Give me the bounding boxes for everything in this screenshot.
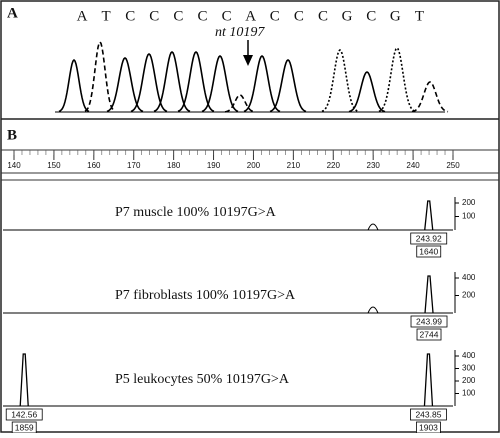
- chromatogram-peak: [84, 40, 116, 112]
- y-tick-label: 300: [462, 364, 476, 373]
- ruler-label: 170: [127, 161, 141, 170]
- y-tick-label: 400: [462, 351, 476, 360]
- peak-area: 2744: [420, 329, 439, 339]
- minor-peak: [367, 223, 379, 231]
- y-tick-label: 200: [462, 198, 476, 207]
- chromatogram-peak: [411, 81, 449, 113]
- ruler-label: 250: [446, 161, 460, 170]
- chromatogram-peak: [224, 94, 256, 113]
- base-letter: A: [77, 8, 88, 24]
- ruler-label: 190: [207, 161, 221, 170]
- base-letter: C: [294, 8, 304, 24]
- peak-area: 1903: [419, 422, 438, 432]
- peak: [424, 275, 434, 314]
- panel-label: B: [7, 127, 17, 143]
- y-tick-label: 100: [462, 212, 476, 221]
- ruler-label: 200: [247, 161, 261, 170]
- base-letter: C: [149, 8, 159, 24]
- y-tick-label: 100: [462, 389, 476, 398]
- peak: [424, 200, 434, 231]
- panel-label: A: [7, 5, 18, 21]
- trace-label: P7 muscle 100% 10197G>A: [115, 205, 277, 220]
- chromatogram-peak: [378, 46, 416, 113]
- trace-label: P5 leukocytes 50% 10197G>A: [115, 372, 290, 387]
- chromatogram-peak: [243, 54, 281, 113]
- ruler-label: 240: [406, 161, 420, 170]
- y-tick-label: 200: [462, 291, 476, 300]
- base-letter: G: [342, 8, 353, 24]
- base-letter: C: [197, 8, 207, 24]
- peak-size-box: [410, 315, 448, 328]
- base-letter: C: [222, 8, 232, 24]
- base-letter: T: [415, 8, 424, 24]
- ruler-label: 140: [7, 161, 21, 170]
- annotation: nt 10197: [215, 25, 265, 40]
- peak-area-box: [416, 328, 442, 341]
- ruler-label: 180: [167, 161, 181, 170]
- base-letter: C: [270, 8, 280, 24]
- base-letter: T: [102, 8, 111, 24]
- minor-peak: [367, 306, 379, 314]
- base-letter: C: [173, 8, 183, 24]
- ruler-label: 160: [87, 161, 101, 170]
- peak-area: 1859: [15, 422, 34, 432]
- ruler-label: 150: [47, 161, 61, 170]
- peak-size: 243.99: [416, 316, 442, 326]
- peak-size: 243.92: [416, 233, 442, 243]
- base-letter: C: [318, 8, 328, 24]
- chromatogram-peak: [201, 54, 239, 113]
- base-letter: C: [125, 8, 135, 24]
- trace-label: P7 fibroblasts 100% 10197G>A: [115, 288, 296, 303]
- peak-size-box: [410, 232, 448, 245]
- peak-size: 142.56: [11, 409, 37, 419]
- peak-size: 243.85: [415, 409, 441, 419]
- chromatogram-peak: [321, 48, 359, 113]
- chromatogram-peak: [269, 59, 307, 113]
- y-tick-label: 200: [462, 376, 476, 385]
- peak: [19, 353, 29, 407]
- chromatogram-peak: [348, 71, 386, 113]
- ruler-label: 210: [287, 161, 301, 170]
- ruler-label: 230: [367, 161, 381, 170]
- peak: [423, 353, 434, 407]
- chromatogram-peak: [130, 52, 168, 113]
- peak-area: 1640: [419, 246, 438, 256]
- y-tick-label: 400: [462, 273, 476, 282]
- arrow-head: [243, 55, 253, 66]
- base-letter: A: [245, 8, 256, 24]
- peak-size-box: [5, 408, 43, 421]
- base-letter: C: [366, 8, 376, 24]
- chromatogram-peak: [58, 58, 90, 113]
- peak-size-box: [410, 408, 447, 421]
- peak-area-box: [416, 245, 442, 258]
- base-letter: G: [390, 8, 401, 24]
- ruler-label: 220: [327, 161, 341, 170]
